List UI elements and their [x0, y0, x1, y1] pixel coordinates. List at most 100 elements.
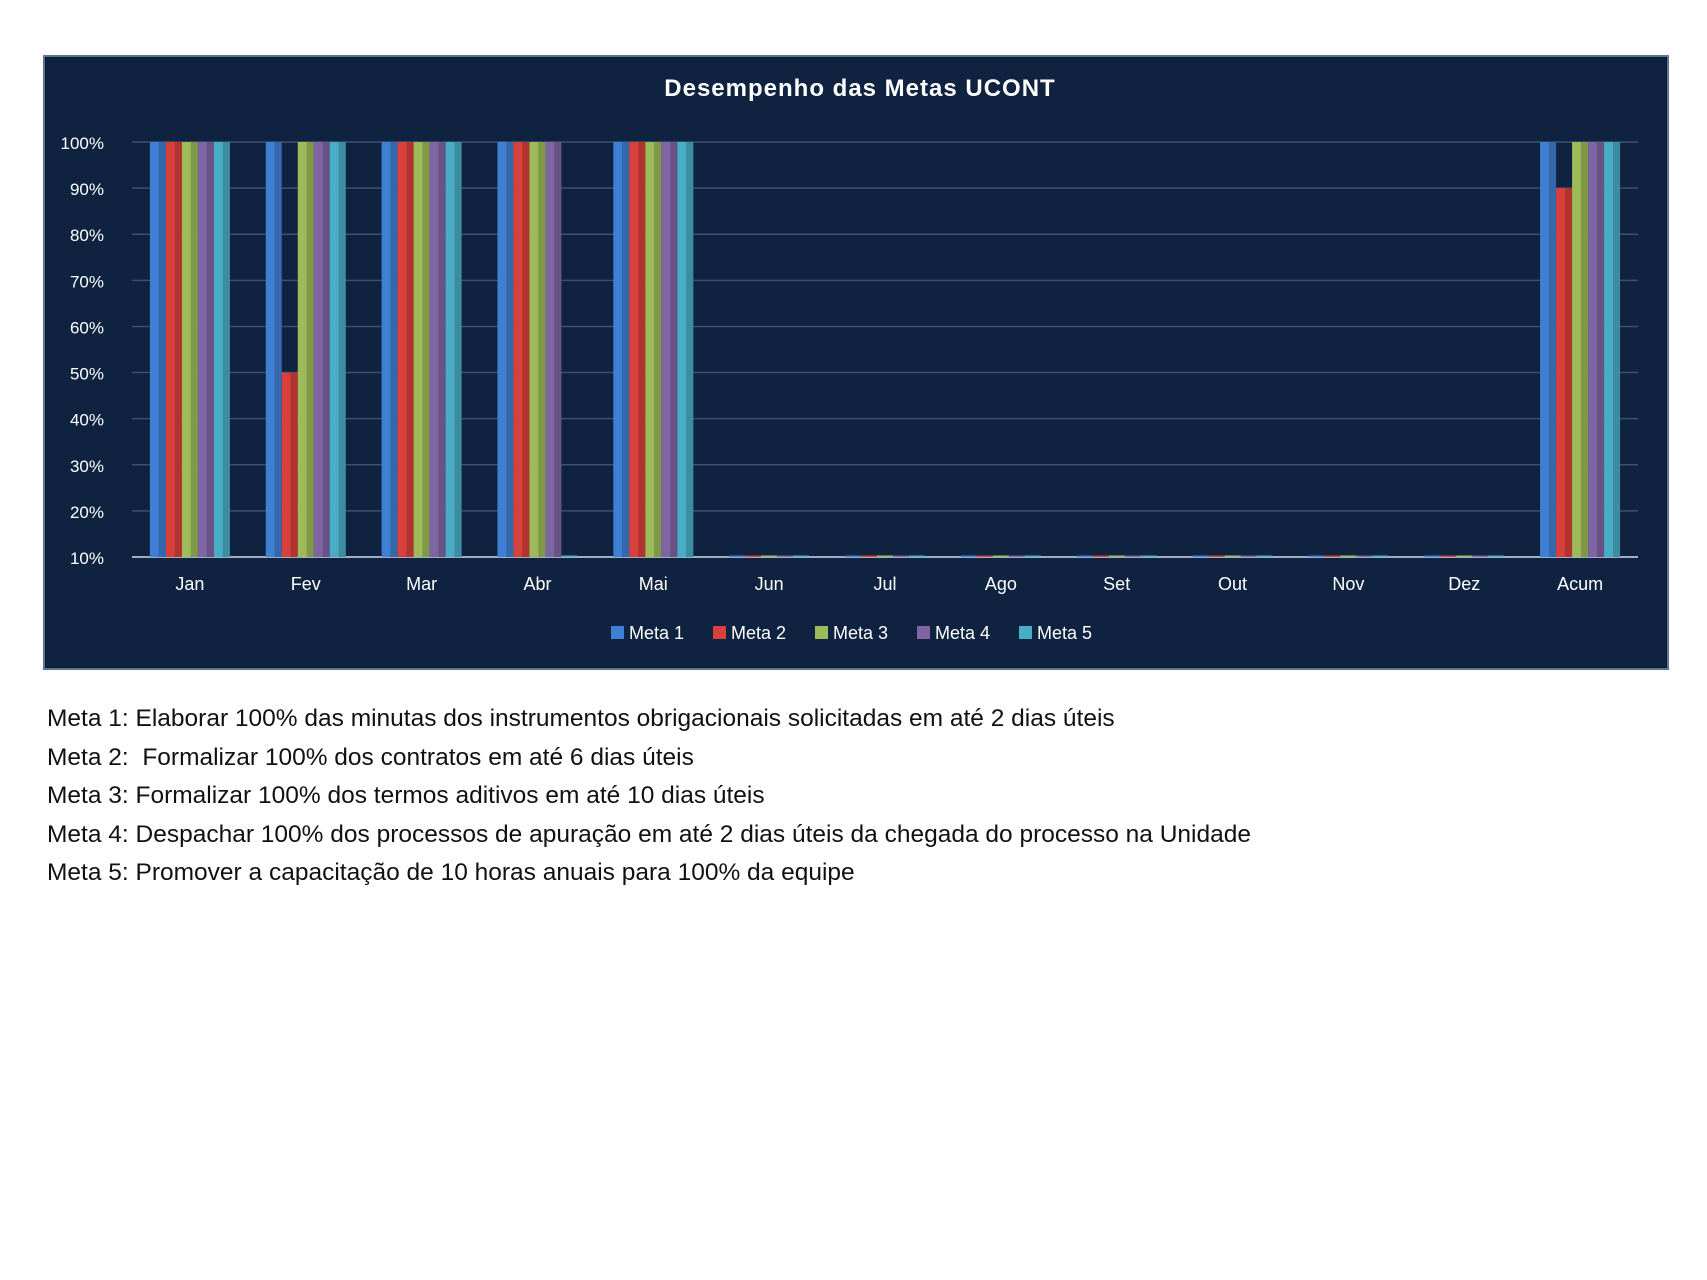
legend: Meta 1 Meta 2 Meta 3 Meta 4 Meta 5 [611, 623, 1092, 643]
bar [1456, 555, 1473, 557]
y-tick-label: 60% [70, 318, 104, 337]
chart-title: Desempenho das Metas UCONT [664, 75, 1055, 102]
bar [265, 142, 282, 557]
x-tick-label: Mai [639, 574, 668, 594]
bar-shade [638, 142, 646, 557]
bar-shade [554, 142, 562, 557]
note-meta-2: Meta 2: Formalizar 100% dos contratos em… [47, 743, 694, 771]
bar-shade [338, 142, 346, 557]
bar-shade [158, 142, 166, 557]
bar [1440, 555, 1457, 557]
bar-shade [1596, 142, 1605, 557]
legend-swatch [611, 626, 624, 639]
y-tick-label: 100% [61, 134, 104, 153]
y-tick-label: 20% [70, 503, 104, 522]
bar [561, 555, 578, 557]
bar [1604, 142, 1621, 557]
bar [513, 142, 530, 557]
bar-shade [306, 142, 314, 557]
bar [629, 142, 646, 557]
bar-shade [290, 372, 298, 557]
bar-shade [686, 142, 694, 557]
bar [861, 555, 877, 557]
bar [1424, 555, 1441, 557]
legend-label: Meta 2 [731, 623, 786, 643]
bar [661, 142, 678, 557]
bar [181, 142, 198, 557]
bar [529, 142, 546, 557]
bar [1092, 555, 1109, 557]
bar [729, 555, 746, 557]
gridlines [132, 141, 1638, 558]
y-tick-label: 10% [70, 549, 104, 568]
x-tick-label: Ago [985, 574, 1017, 594]
bar [1240, 555, 1257, 557]
bar-shade [538, 142, 546, 557]
y-tick-label: 80% [70, 226, 104, 245]
bar [397, 142, 414, 557]
bar [960, 555, 977, 557]
bar [197, 142, 214, 557]
y-axis-ticks: 10% 20% 30% 40% 50% 60% 70% 80% 90% 100% [61, 134, 104, 568]
x-tick-label: Abr [523, 574, 551, 594]
bar [1488, 555, 1505, 557]
bar [213, 142, 230, 557]
bar-shade [406, 142, 414, 557]
y-tick-label: 70% [70, 272, 104, 291]
bar [761, 555, 778, 557]
bar-shade [454, 142, 462, 557]
bar-shade [174, 142, 182, 557]
y-tick-label: 50% [70, 365, 104, 384]
x-tick-label: Nov [1332, 574, 1364, 594]
legend-label: Meta 3 [833, 623, 888, 643]
bar-shade [206, 142, 214, 557]
bar [777, 555, 794, 557]
legend-label: Meta 1 [629, 623, 684, 643]
bar [893, 555, 909, 557]
x-tick-label: Acum [1557, 574, 1603, 594]
bar-shade [1564, 188, 1573, 557]
legend-label: Meta 5 [1037, 623, 1092, 643]
x-tick-label: Fev [291, 574, 321, 594]
bar [1076, 555, 1093, 557]
bar-shade [506, 142, 514, 557]
bar-shade [654, 142, 662, 557]
y-tick-label: 30% [70, 457, 104, 476]
bar [1224, 555, 1241, 557]
bar [313, 142, 330, 557]
bar [976, 555, 993, 557]
bar [1372, 555, 1389, 557]
y-tick-label: 90% [70, 180, 104, 199]
bar-shade [190, 142, 198, 557]
note-meta-4: Meta 4: Despachar 100% dos processos de … [47, 820, 1251, 848]
bar [645, 142, 662, 557]
bar [745, 555, 762, 557]
x-tick-label: Jan [175, 574, 204, 594]
x-tick-label: Jun [755, 574, 784, 594]
bar [1124, 555, 1141, 557]
bar-shade [522, 142, 530, 557]
bar [297, 142, 314, 557]
bar [545, 142, 562, 557]
note-meta-3: Meta 3: Formalizar 100% dos termos aditi… [47, 782, 765, 809]
bar [445, 142, 462, 557]
bar [1472, 555, 1489, 557]
bar [1324, 555, 1341, 557]
bar [1540, 142, 1557, 557]
bar [793, 555, 810, 557]
bar-shade [422, 142, 430, 557]
x-tick-label: Out [1218, 574, 1247, 594]
bar [677, 142, 694, 557]
x-axis-ticks: Jan Fev Mar Abr Mai Jun Jul Ago Set Out Nov Dez Acum [175, 574, 1603, 594]
bar [845, 555, 861, 557]
x-tick-label: Dez [1448, 574, 1480, 594]
bar-shade [390, 142, 398, 557]
bar [1572, 142, 1589, 557]
legend-swatch [713, 626, 726, 639]
bar [1208, 555, 1225, 557]
bar [909, 555, 925, 557]
y-tick-label: 40% [70, 411, 104, 430]
legend-label: Meta 4 [935, 623, 990, 643]
bar-chart: Desempenho das Metas UCONT 10% 20% 30% 40% 5… [61, 75, 1638, 643]
bar-shade [1580, 142, 1589, 557]
